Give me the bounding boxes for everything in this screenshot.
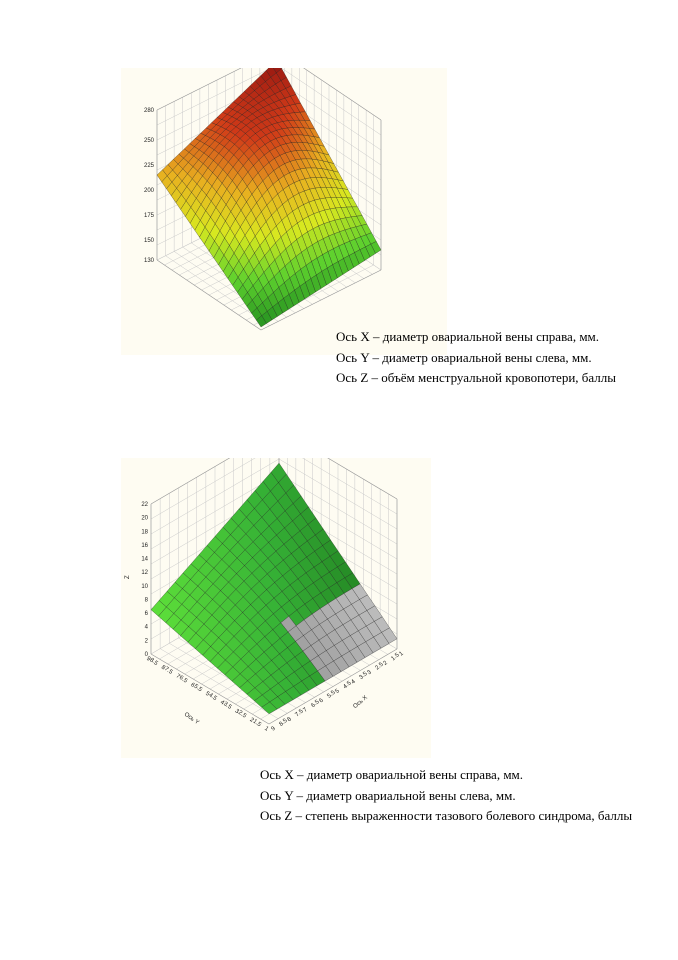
x-tick-label: 5	[334, 688, 341, 695]
x-tick-label: 6	[318, 697, 325, 704]
z-tick-label: 20	[141, 516, 148, 522]
surface-plot-1-svg: 130 150 175 200 225 250 280	[144, 68, 382, 331]
y-tick-label: 6	[189, 682, 196, 689]
y-tick-label: 9	[145, 656, 152, 663]
z-tick-label: 250	[144, 138, 155, 144]
figure-2-caption: Ось X – диаметр овариальной вены справа,…	[260, 765, 632, 827]
plot1-surface	[156, 68, 382, 328]
x-tick-label: 2	[382, 660, 389, 667]
x-tick-label: 8	[286, 716, 293, 723]
z-axis-label: Z	[125, 575, 131, 579]
z-tick-label: 6	[145, 611, 149, 617]
y-tick-label: 2	[248, 717, 255, 724]
x-tick-label: 1.5	[390, 652, 401, 662]
z-tick-label: 12	[141, 570, 148, 576]
plot1-tick-labels: 130 150 175 200 225 250 280	[144, 108, 155, 264]
y-tick-label: 8	[160, 665, 167, 672]
z-tick-label: 0	[145, 652, 149, 658]
z-tick-label: 22	[141, 502, 148, 508]
x-tick-label: 3	[366, 669, 373, 676]
x-tick-label: 2.5	[374, 661, 385, 671]
y-tick-label: 6.5	[178, 675, 189, 685]
z-tick-label: 175	[144, 213, 155, 219]
y-tick-label: 5	[204, 691, 211, 698]
x-tick-label: 6.5	[310, 699, 321, 709]
z-tick-label: 225	[144, 163, 155, 169]
caption-2-line-y: Ось Y – диаметр овариальной вены слева, …	[260, 787, 516, 803]
z-tick-label: 4	[145, 625, 149, 631]
y-tick-label: 2.5	[237, 710, 248, 720]
z-tick-label: 10	[141, 584, 148, 590]
figure-1-caption: Ось X – диаметр овариальной вены справа,…	[336, 327, 616, 389]
x-tick-label: 4	[350, 678, 357, 685]
caption-1-line-y: Ось Y – диаметр овариальной вены слева, …	[336, 349, 592, 365]
x-tick-label: 1	[398, 650, 405, 657]
caption-2-line-z: Ось Z – степень выраженности тазового бо…	[260, 808, 633, 823]
x-tick-label: 5.5	[326, 689, 337, 699]
y-tick-label: 8.5	[148, 657, 159, 667]
surface-plot-1: 130 150 175 200 225 250 280	[121, 68, 447, 355]
surface-plot-2: 0 2 4 6 8 10 12 14 16 18 20 22 1 1.5 2 2.5 3 3.5 4 4.5 5 5.5 6…	[121, 458, 431, 758]
caption-1-line-z: Ось Z – объём менструальной кровопотери,…	[336, 370, 616, 385]
z-tick-label: 2	[145, 638, 149, 644]
y-tick-label: 5.5	[193, 684, 204, 694]
z-tick-label: 200	[144, 188, 155, 194]
caption-1-line-x: Ось X – диаметр овариальной вены справа,…	[336, 329, 600, 344]
x-tick-label: 4.5	[342, 680, 353, 690]
x-tick-label: 7.5	[294, 708, 305, 718]
caption-2-line-x: Ось X – диаметр овариальной вены справа,…	[260, 767, 524, 782]
z-tick-label: 150	[144, 238, 155, 244]
x-tick-label: 3.5	[358, 671, 369, 681]
y-tick-label: 7	[175, 673, 182, 680]
z-tick-label: 14	[141, 557, 148, 563]
y-tick-label: 3	[234, 708, 241, 715]
z-tick-label: 16	[141, 543, 148, 549]
surface-cell	[256, 315, 267, 328]
y-tick-label: 1	[263, 726, 270, 733]
z-tick-label: 18	[141, 529, 148, 535]
y-tick-label: 4.5	[207, 692, 218, 702]
y-tick-label: 4	[219, 700, 226, 707]
y-tick-label: 1.5	[252, 719, 263, 729]
z-tick-label: 8	[145, 597, 149, 603]
x-tick-label: 8.5	[278, 717, 289, 727]
z-tick-label: 130	[144, 258, 155, 264]
z-tick-label: 280	[144, 108, 155, 114]
x-tick-label: 7	[302, 707, 309, 714]
x-axis-label: Ось X	[352, 695, 368, 710]
y-tick-label: 7.5	[163, 666, 174, 676]
y-tick-label: 3.5	[222, 701, 233, 711]
surface-plot-2-svg: 024681012141618202211.522.533.544.555.56…	[125, 458, 405, 733]
plot2-surface	[150, 462, 398, 715]
x-tick-label: 9	[270, 725, 277, 732]
surface-cell	[261, 701, 278, 715]
y-axis-label: Ось Y	[183, 712, 200, 726]
